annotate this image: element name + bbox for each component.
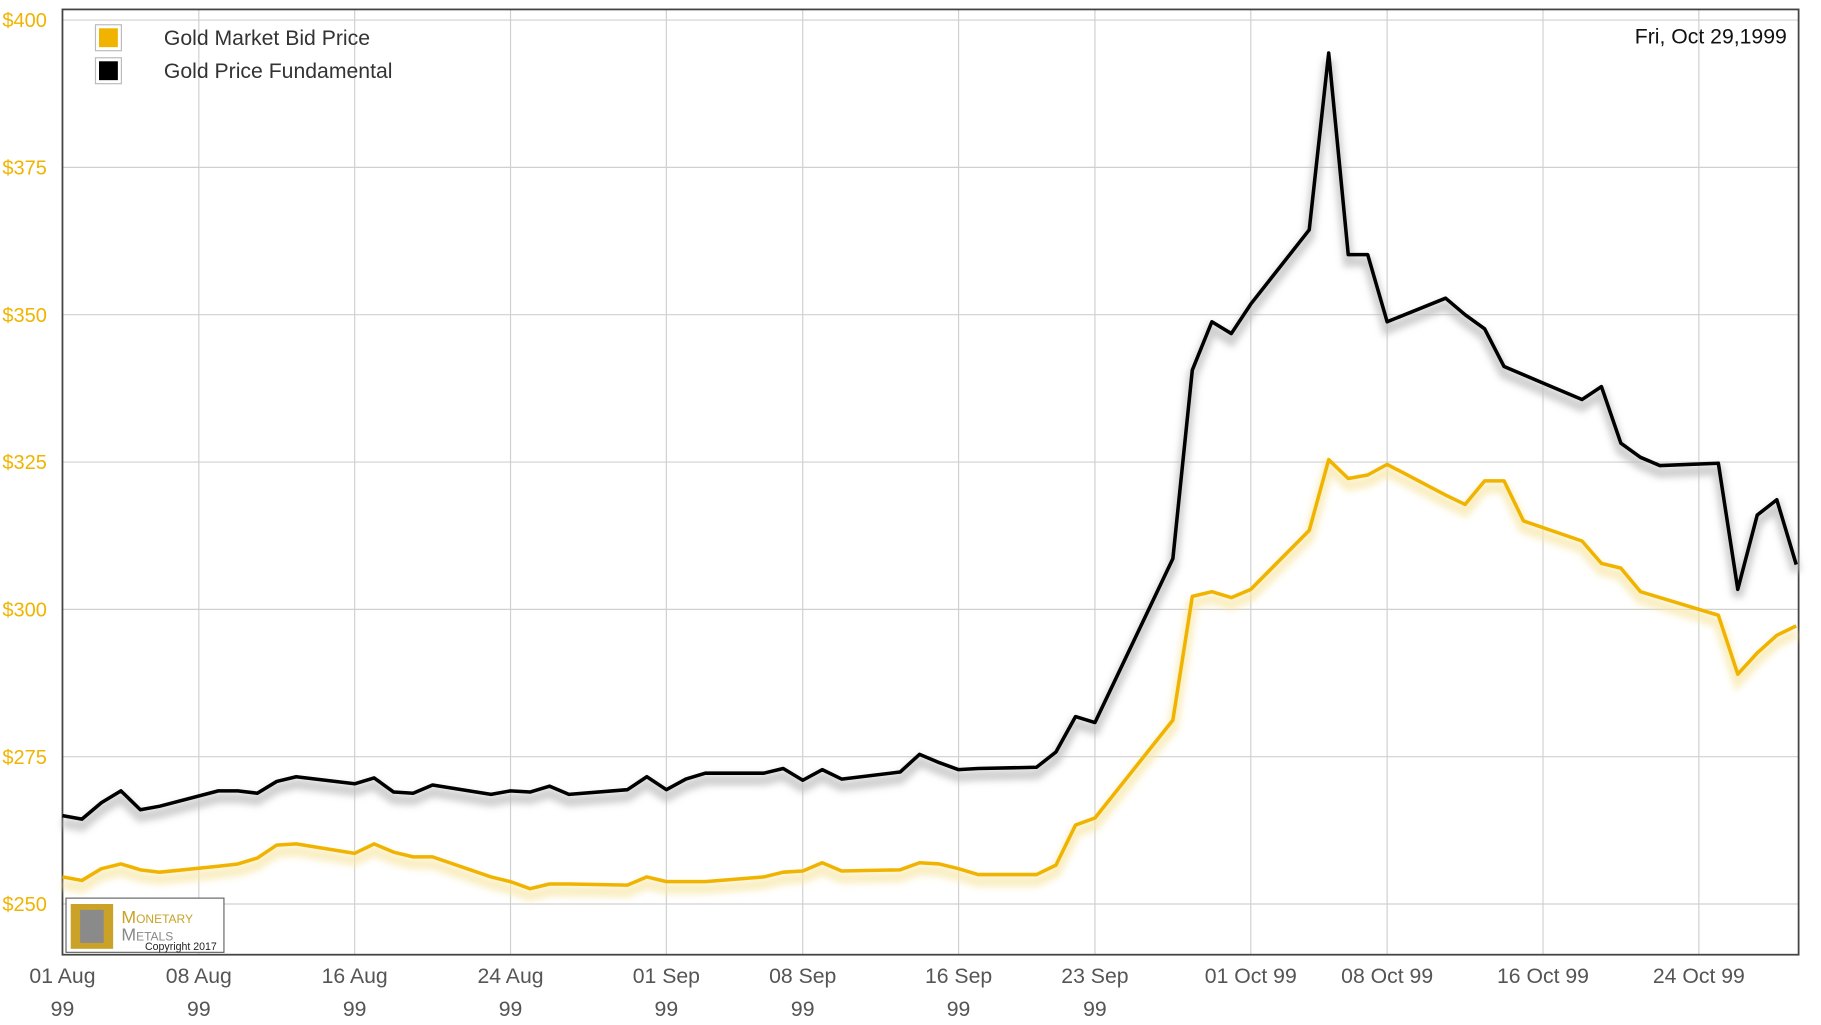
logo-copyright: Copyright 2017 (145, 941, 217, 953)
legend-label: Gold Market Bid Price (164, 27, 370, 50)
line-shadow (61, 59, 1802, 832)
y-tick-label: $375 (2, 157, 47, 179)
y-tick-label: $250 (2, 894, 47, 916)
y-tick-label: $350 (2, 305, 47, 327)
logo-mark-inner (80, 909, 104, 943)
legend-swatch (99, 28, 118, 48)
legend-label: Gold Price Fundamental (164, 60, 393, 83)
series-line (62, 457, 1798, 891)
logo-line1: Monetary (121, 907, 193, 927)
y-tick-label: $300 (2, 599, 47, 621)
x-tick-label: 01 Sep 99 (632, 964, 700, 1021)
x-tick-label: 01 Oct 99 (1204, 964, 1297, 988)
y-tick-label: $325 (2, 452, 47, 474)
logo-line2: Metals (121, 925, 173, 945)
series-line (62, 51, 1798, 821)
x-tick-label: 16 Aug 99 (321, 964, 388, 1021)
x-tick-label: 01 Aug 99 (29, 964, 96, 1021)
x-tick-label: 08 Sep 99 (769, 964, 837, 1021)
x-tick-label: 16 Sep 99 (924, 964, 993, 1021)
x-tick-label: 24 Oct 99 (1652, 964, 1745, 988)
x-tick-label: 08 Aug 99 (165, 964, 232, 1021)
x-tick-label: 08 Oct 99 (1341, 964, 1434, 988)
y-tick-label: $275 (2, 747, 47, 769)
y-tick-label: $400 (2, 10, 47, 32)
x-tick-label: 16 Oct 99 (1496, 964, 1589, 988)
date-annotation: Fri, Oct 29,1999 (1635, 26, 1787, 49)
plot-border (61, 8, 1800, 956)
x-tick-label: 24 Aug 99 (477, 964, 544, 1021)
legend-swatch (99, 61, 118, 81)
x-tick-label: 23 Sep 99 (1061, 964, 1129, 1021)
line-shadow (61, 456, 1799, 902)
